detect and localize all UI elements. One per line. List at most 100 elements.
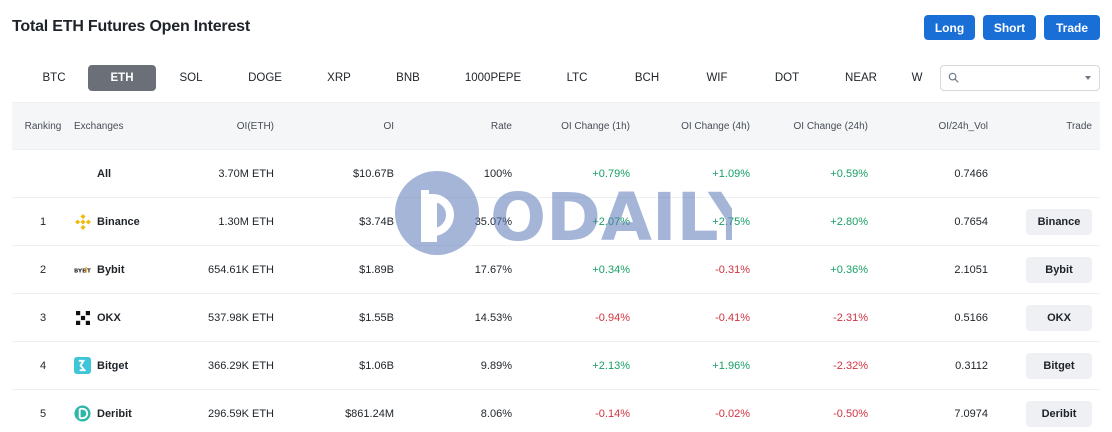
header-trade: Trade <box>1066 120 1092 132</box>
bybit-icon: BYB T <box>74 261 91 278</box>
rate-cell: 17.67% <box>474 263 512 276</box>
exchange-name: Bybit <box>97 263 125 276</box>
okx-icon <box>74 309 91 326</box>
short-button[interactable]: Short <box>983 15 1036 40</box>
oi-change-4h-cell: -0.41% <box>715 311 750 324</box>
table-row: 2 BYB T Bybit 654.61K ETH $1.89B 17.67% +0.34% -… <box>12 246 1100 294</box>
table-row: 5 Deribit 296.59K ETH $861.24M 8.06% -0.14% -0… <box>12 390 1100 432</box>
oi-change-24h-cell: -2.31% <box>833 311 868 324</box>
exchange-name: Bitget <box>97 359 129 372</box>
header-exchange: Exchanges <box>74 120 124 132</box>
oi-eth-cell: 654.61K ETH <box>207 263 274 276</box>
header-rate: Rate <box>490 120 512 132</box>
ranking-cell <box>18 150 68 197</box>
svg-text:T: T <box>87 268 91 274</box>
table-row-all: All 3.70M ETH $10.67B 100% +0.79% +1.09% +0.59… <box>12 150 1100 198</box>
deribit-icon <box>74 405 91 422</box>
open-interest-table: Ranking Exchanges OI(ETH) OI Rate OI Change (… <box>12 102 1100 432</box>
oi-cell: $3.74B <box>359 215 394 228</box>
trade-bybit-button[interactable]: Bybit <box>1026 256 1092 283</box>
trade-button[interactable]: Trade <box>1044 15 1100 40</box>
rate-cell: 9.89% <box>480 359 512 372</box>
ranking-cell: 2 <box>39 263 47 276</box>
ranking-cell: 4 <box>39 359 47 372</box>
oi-eth-cell: 1.30M ETH <box>218 215 274 228</box>
tab-w[interactable]: W <box>911 72 923 84</box>
trade-bitget-button[interactable]: Bitget <box>1026 352 1092 379</box>
tab-sol[interactable]: SOL <box>179 72 203 84</box>
oi-cell: $1.89B <box>359 263 394 276</box>
tab-bnb[interactable]: BNB <box>396 72 420 84</box>
oi-change-1h-cell: +2.07% <box>592 215 630 228</box>
oi-vol-cell: 2.1051 <box>954 263 988 276</box>
header-ranking: Ranking <box>24 120 62 132</box>
tab-ltc[interactable]: LTC <box>566 72 588 84</box>
tab-btc[interactable]: BTC <box>42 72 66 84</box>
svg-text:BYB: BYB <box>74 268 86 274</box>
tab-eth[interactable]: ETH <box>88 65 156 91</box>
oi-change-24h-cell: -2.32% <box>833 359 868 372</box>
oi-change-1h-cell: +0.79% <box>592 167 630 180</box>
oi-cell: $1.06B <box>359 359 394 372</box>
chevron-down-icon[interactable] <box>1085 76 1091 80</box>
exchange-name: Binance <box>97 215 140 228</box>
oi-vol-cell: 7.0974 <box>954 407 988 420</box>
trade-binance-button[interactable]: Binance <box>1026 208 1092 235</box>
oi-change-4h-cell: -0.02% <box>715 407 750 420</box>
trade-okx-button[interactable]: OKX <box>1026 304 1092 331</box>
table-body: All 3.70M ETH $10.67B 100% +0.79% +1.09% +0.59… <box>12 150 1100 432</box>
oi-change-24h-cell: +0.59% <box>830 167 868 180</box>
exchange-cell: BYB T Bybit <box>74 246 224 293</box>
tab-wif[interactable]: WIF <box>706 72 728 84</box>
search-input[interactable] <box>963 68 1081 88</box>
trade-cell <box>1012 150 1092 197</box>
trade-cell: Binance <box>1026 198 1092 245</box>
rate-cell: 14.53% <box>474 311 512 324</box>
header-oi-change-24h: OI Change (24h) <box>793 120 869 132</box>
oi-vol-cell: 0.5166 <box>954 311 988 324</box>
coin-tabs: BTC ETH SOL DOGE XRP BNB 1000PEPE LTC BCH WIF DOT N… <box>12 65 932 91</box>
oi-change-24h-cell: -0.50% <box>833 407 868 420</box>
oi-eth-cell: 296.59K ETH <box>207 407 274 420</box>
oi-change-4h-cell: +1.09% <box>712 167 750 180</box>
oi-change-1h-cell: -0.14% <box>595 407 630 420</box>
oi-eth-cell: 366.29K ETH <box>207 359 274 372</box>
table-header: Ranking Exchanges OI(ETH) OI Rate OI Change (… <box>12 102 1100 150</box>
oi-cell: $861.24M <box>345 407 394 420</box>
exchange-name: OKX <box>97 311 121 324</box>
oi-change-1h-cell: +2.13% <box>592 359 630 372</box>
oi-vol-cell: 0.7654 <box>954 215 988 228</box>
tab-doge[interactable]: DOGE <box>248 72 282 84</box>
header-oi-change-4h: OI Change (4h) <box>681 120 750 132</box>
table-row: 1 Binance 1.30M ETH $3.74B 35.07% +2.07% +2.75… <box>12 198 1100 246</box>
tab-near[interactable]: NEAR <box>845 72 877 84</box>
tab-bch[interactable]: BCH <box>634 72 660 84</box>
long-button[interactable]: Long <box>924 15 975 40</box>
search-box[interactable] <box>940 65 1100 91</box>
oi-change-24h-cell: +2.80% <box>830 215 868 228</box>
exchange-name: All <box>97 167 112 180</box>
exchange-cell: Deribit <box>74 390 224 432</box>
oi-change-24h-cell: +0.36% <box>830 263 868 276</box>
tab-dot[interactable]: DOT <box>774 72 800 84</box>
oi-eth-cell: 537.98K ETH <box>207 311 274 324</box>
oi-eth-cell: 3.70M ETH <box>218 167 274 180</box>
ranking-cell: 3 <box>39 311 47 324</box>
search-icon <box>948 72 959 83</box>
exchange-cell: OKX <box>74 294 224 341</box>
header-oi-vol: OI/24h_Vol <box>938 120 988 132</box>
oi-cell: $1.55B <box>359 311 394 324</box>
trade-deribit-button[interactable]: Deribit <box>1026 400 1092 427</box>
exchange-name: Deribit <box>97 407 132 420</box>
trade-cell: Deribit <box>1026 390 1092 432</box>
action-buttons: Long Short Trade <box>924 15 1100 40</box>
table-row: 4 Bitget 366.29K ETH $1.06B 9.89% +2.13% +1.96… <box>12 342 1100 390</box>
tab-xrp[interactable]: XRP <box>327 72 351 84</box>
tab-1000pepe[interactable]: 1000PEPE <box>464 72 522 84</box>
header-oi-eth: OI(ETH) <box>236 120 274 132</box>
trade-cell: OKX <box>1026 294 1092 341</box>
oi-change-4h-cell: -0.31% <box>715 263 750 276</box>
page-header: Total ETH Futures Open Interest Long Sho… <box>12 0 1100 56</box>
oi-change-4h-cell: +2.75% <box>712 215 750 228</box>
rate-cell: 8.06% <box>480 407 512 420</box>
